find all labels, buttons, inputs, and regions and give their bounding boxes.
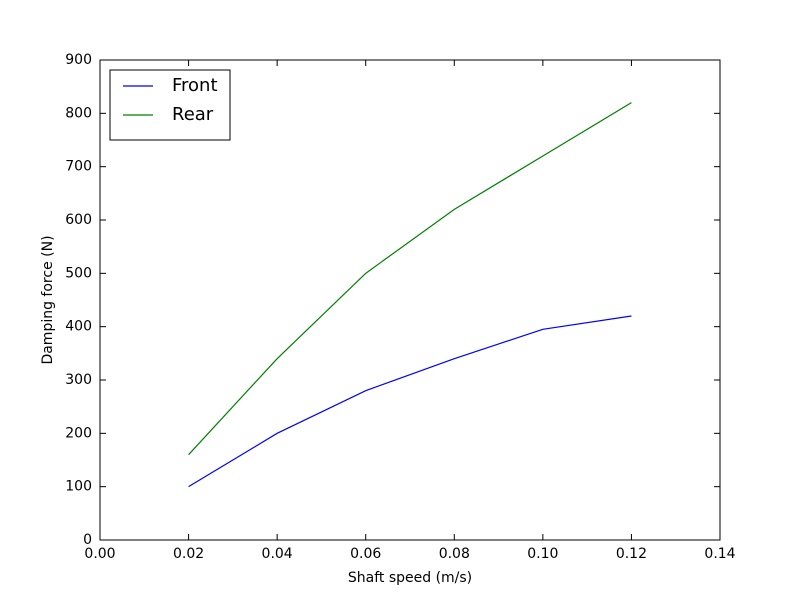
series-line — [188, 102, 632, 456]
x-tick-label: 0.08 — [439, 546, 470, 562]
x-tick-label: 0.14 — [704, 546, 735, 562]
y-tick-label: 300 — [65, 372, 92, 388]
y-tick-label: 200 — [65, 425, 92, 441]
y-tick-label: 500 — [65, 265, 92, 281]
x-axis-label: Shaft speed (m/s) — [348, 570, 472, 586]
y-tick-label: 900 — [65, 52, 92, 68]
x-tick-label: 0.06 — [350, 546, 381, 562]
legend-label: Front — [172, 75, 218, 96]
x-tick-label: 0.04 — [262, 546, 293, 562]
legend-box — [109, 69, 231, 141]
series-line — [188, 315, 632, 488]
legend: Front Rear — [109, 69, 231, 141]
legend-label: Rear — [172, 104, 214, 125]
y-tick-label: 800 — [65, 105, 92, 121]
x-tick-label: 0.00 — [84, 546, 115, 562]
x-tick-label: 0.12 — [616, 546, 647, 562]
y-tick-label: 400 — [65, 319, 92, 335]
y-axis-label: Damping force (N) — [40, 235, 56, 364]
y-tick-label: 0 — [83, 532, 92, 548]
plot-frame — [99, 59, 721, 541]
y-tick-label: 600 — [65, 212, 92, 228]
y-tick-label: 700 — [65, 159, 92, 175]
y-tick-label: 100 — [65, 479, 92, 495]
x-tick-label: 0.10 — [527, 546, 558, 562]
x-tick-label: 0.02 — [173, 546, 204, 562]
